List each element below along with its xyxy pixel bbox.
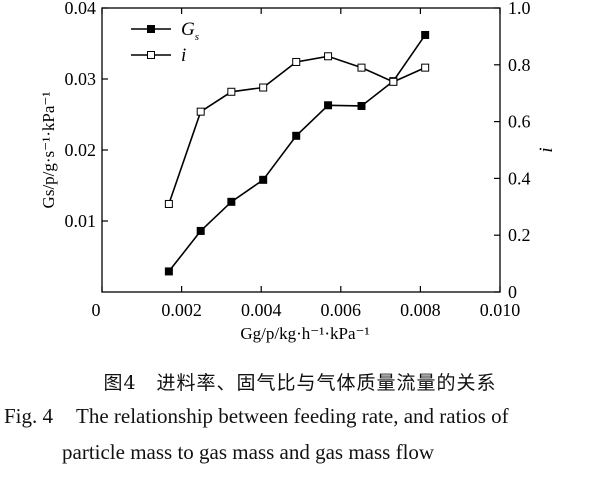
legend-label-i: i: [181, 45, 186, 66]
data-point-G: [324, 101, 333, 110]
figure-label: Fig. 4: [4, 404, 54, 428]
y-right-tick-label: 0.8: [508, 55, 531, 75]
axes-frame: [101, 7, 501, 293]
x-tick-label: 0.006: [321, 300, 362, 320]
series-layer: [164, 30, 430, 276]
data-point-i: [196, 107, 205, 116]
caption-english-text-1: The relationship between feeding rate, a…: [76, 404, 509, 428]
y-left-tick-label: 0.02: [65, 140, 97, 160]
chart: 0 0.002 0.004 0.006 0.008 0.010 0.01 0.02 0.03 0.…: [39, 0, 557, 343]
y-left-tick-label: 0.03: [65, 69, 97, 89]
x-tick-label: 0.004: [241, 300, 282, 320]
data-point-G: [259, 175, 268, 184]
caption-english-line-2: particle mass to gas mass and gas mass f…: [62, 440, 435, 464]
y-left-tick-label: 0.01: [65, 211, 97, 231]
series-line-G: [168, 34, 426, 272]
axis-ticks: 0 0.002 0.004 0.006 0.008 0.010 0.01 0.02 0.03 0.…: [65, 0, 531, 320]
axis-labels: Gg/p/kg·h⁻¹·kPa⁻¹ Gs/p/g·s⁻¹·kPa⁻¹ i: [39, 92, 557, 343]
data-point-i: [421, 63, 430, 72]
x-tick-label: 0.002: [161, 300, 202, 320]
legend-label-G: Gs: [181, 19, 199, 43]
data-point-G: [196, 226, 205, 235]
legend-marker-G: [147, 25, 155, 33]
data-point-G: [421, 30, 430, 39]
y-right-tick-label: 1.0: [508, 0, 531, 18]
x-tick-label: 0.010: [480, 300, 521, 320]
x-tick-label: 0.008: [400, 300, 441, 320]
data-point-G: [357, 101, 366, 110]
data-point-G: [164, 267, 173, 276]
caption-english-line-1: Fig. 4 The relationship between feeding r…: [4, 404, 600, 429]
data-point-i: [259, 83, 268, 92]
y-right-tick-label: 0.2: [508, 225, 531, 245]
data-point-i: [357, 63, 366, 72]
data-point-G: [227, 197, 236, 206]
x-axis-label: Gg/p/kg·h⁻¹·kPa⁻¹: [240, 324, 369, 343]
y-right-tick-label: 0.4: [508, 168, 531, 188]
y-left-tick-label: 0.04: [65, 0, 97, 18]
data-point-i: [164, 199, 173, 208]
series-line-i: [168, 55, 426, 205]
legend: Gsi: [131, 19, 199, 66]
data-point-i: [292, 57, 301, 66]
y-right-tick-label: 0: [508, 282, 517, 302]
plot-frame: [101, 7, 501, 293]
data-point-i: [389, 77, 398, 86]
data-point-i: [227, 87, 236, 96]
caption-chinese: 图4 进料率、固气比与气体质量流量的关系: [103, 372, 497, 394]
y-right-tick-label: 0.6: [508, 112, 531, 132]
data-point-G: [292, 131, 301, 140]
y-left-axis-label: Gs/p/g·s⁻¹·kPa⁻¹: [39, 92, 58, 209]
legend-label-subscript: s: [195, 31, 199, 43]
x-tick-label: 0: [92, 300, 101, 320]
y-right-axis-label: i: [536, 147, 557, 152]
data-point-i: [324, 52, 333, 61]
legend-marker-i: [147, 51, 155, 59]
